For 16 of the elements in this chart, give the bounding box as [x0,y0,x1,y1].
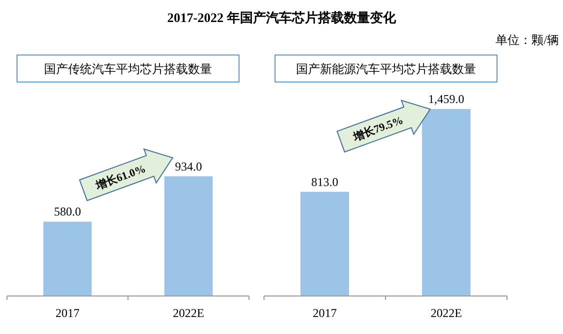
picture-arrow: 增长79.5% [336,100,431,153]
x-tick-label: 2017 [56,306,80,320]
text: 单位：颗/辆 [496,33,559,47]
data-label: 813.0 [311,174,338,189]
text: 2017-2022 年国产汽车芯片搭载数量变化 [167,10,397,25]
x-tick-label: 2022E [172,306,204,320]
data-label: 1,459.0 [428,92,464,106]
chart-title: 国产传统汽车平均芯片搭载数量 [44,62,212,76]
x-tick-label: 2022E [430,306,462,320]
annotation: 增长79.5% [350,114,405,144]
x-tick-label: 2017 [312,306,337,320]
data-label: 580.0 [54,204,81,219]
data-label: 934.0 [175,159,202,174]
annotation: 增长61.0% [92,162,148,193]
picture-arrow: 增长61.0% [78,148,174,202]
chart-title: 国产新能源汽车平均芯片搭载数量 [296,62,476,76]
